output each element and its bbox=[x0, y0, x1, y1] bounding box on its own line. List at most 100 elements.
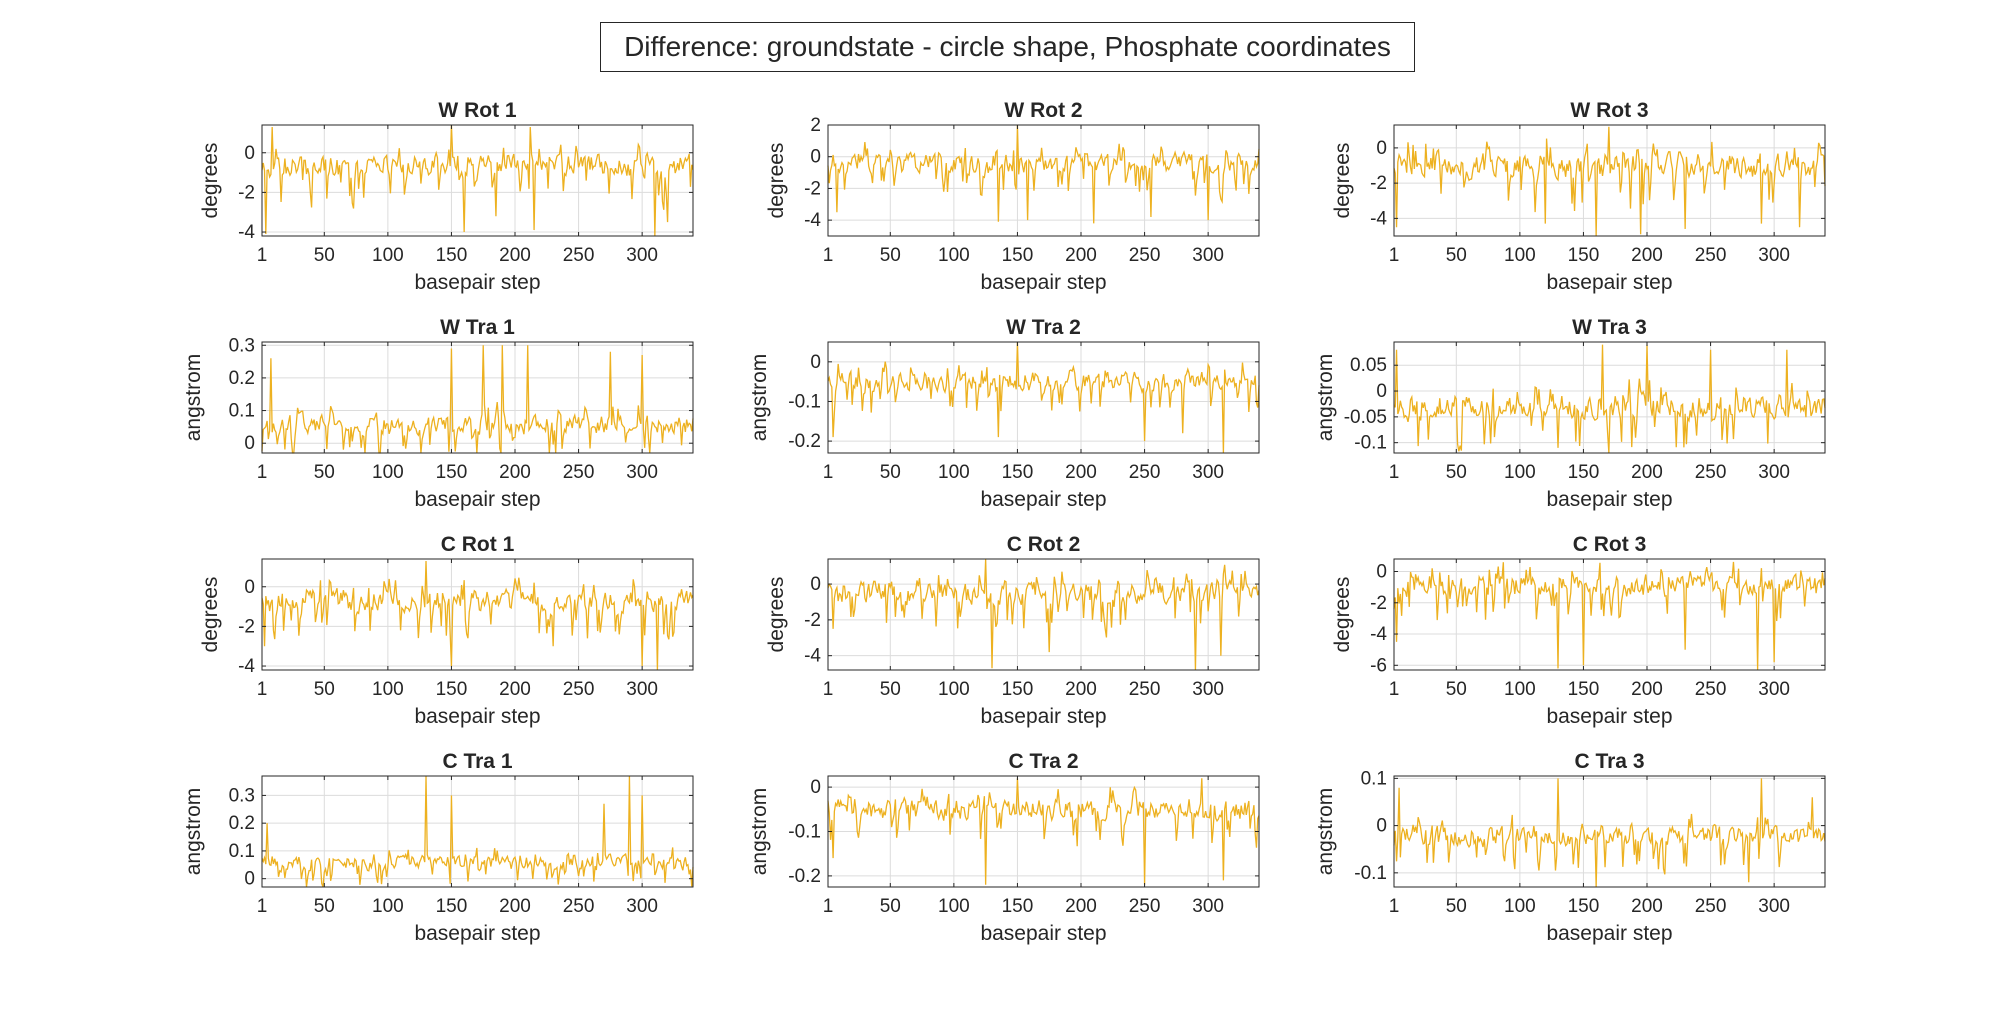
x-tick-label: 200 bbox=[1631, 245, 1663, 266]
x-tick-label: 150 bbox=[1568, 896, 1600, 917]
x-tick-label: 100 bbox=[938, 679, 970, 700]
plot-area bbox=[828, 342, 1259, 453]
y-axis-label: angstrom bbox=[1314, 788, 1337, 876]
axes-box bbox=[261, 124, 694, 237]
y-tick-label: -2 bbox=[1370, 173, 1387, 194]
subplot-title: C Rot 3 bbox=[1573, 533, 1647, 556]
x-tick-label: 100 bbox=[372, 462, 404, 483]
x-tick-label: 50 bbox=[1446, 462, 1467, 483]
x-tick-label: 1 bbox=[1389, 462, 1400, 483]
y-tick-label: 0.3 bbox=[229, 335, 255, 356]
y-axis-label: degrees bbox=[1331, 577, 1354, 653]
y-tick-label: 0.3 bbox=[229, 785, 255, 806]
x-tick-label: 50 bbox=[1446, 245, 1467, 266]
subplot-title: C Rot 1 bbox=[441, 533, 515, 556]
x-tick-label: 300 bbox=[626, 679, 658, 700]
x-tick-label: 300 bbox=[1758, 896, 1790, 917]
x-tick-label: 150 bbox=[1568, 462, 1600, 483]
subplot-title: C Rot 2 bbox=[1007, 533, 1081, 556]
x-tick-label: 100 bbox=[1504, 462, 1536, 483]
series-line bbox=[261, 775, 694, 888]
x-tick-label: 150 bbox=[1002, 679, 1034, 700]
x-tick-label: 300 bbox=[1758, 679, 1790, 700]
x-tick-label: 300 bbox=[626, 245, 658, 266]
plot-area bbox=[1394, 776, 1825, 887]
x-axis-label: basepair step bbox=[980, 271, 1106, 294]
x-axis-label: basepair step bbox=[414, 705, 540, 728]
series-line bbox=[827, 341, 1260, 454]
x-tick-label: 300 bbox=[1192, 245, 1224, 266]
y-axis-label: angstrom bbox=[1314, 354, 1337, 442]
x-tick-label: 200 bbox=[1631, 462, 1663, 483]
x-tick-label: 50 bbox=[880, 896, 901, 917]
y-tick-label: -0.05 bbox=[1344, 407, 1387, 428]
x-tick-label: 1 bbox=[257, 462, 268, 483]
y-axis-label: angstrom bbox=[182, 354, 205, 442]
series-line bbox=[827, 558, 1260, 671]
x-tick-label: 100 bbox=[1504, 245, 1536, 266]
series-line bbox=[827, 778, 1260, 885]
x-axis-label: basepair step bbox=[1546, 922, 1672, 945]
y-tick-label: 0 bbox=[244, 577, 255, 598]
axes-box bbox=[1393, 775, 1826, 888]
y-tick-label: 0.1 bbox=[1361, 768, 1387, 789]
x-tick-label: 1 bbox=[1389, 896, 1400, 917]
x-tick-label: 150 bbox=[436, 679, 468, 700]
y-tick-label: 0.1 bbox=[229, 401, 255, 422]
x-tick-label: 1 bbox=[1389, 245, 1400, 266]
y-tick-label: 0 bbox=[244, 433, 255, 454]
figure-suptitle: Difference: groundstate - circle shape, … bbox=[600, 22, 1415, 72]
x-axis-label: basepair step bbox=[980, 488, 1106, 511]
y-tick-label: 0 bbox=[1376, 816, 1387, 837]
y-tick-label: -4 bbox=[804, 646, 821, 667]
x-tick-label: 150 bbox=[1568, 245, 1600, 266]
x-tick-label: 250 bbox=[563, 679, 595, 700]
series-line bbox=[261, 345, 694, 454]
x-tick-label: 1 bbox=[257, 679, 268, 700]
subplot-title: C Tra 3 bbox=[1574, 750, 1644, 773]
y-tick-label: 0.1 bbox=[229, 841, 255, 862]
y-tick-label: 0.2 bbox=[229, 813, 255, 834]
axes-box bbox=[827, 124, 1260, 237]
x-tick-label: 200 bbox=[499, 245, 531, 266]
y-tick-label: -2 bbox=[1370, 593, 1387, 614]
x-tick-label: 200 bbox=[499, 896, 531, 917]
y-axis-label: angstrom bbox=[748, 788, 771, 876]
x-tick-label: 100 bbox=[938, 896, 970, 917]
subplot-title: W Rot 1 bbox=[438, 99, 516, 122]
y-tick-label: 0.2 bbox=[229, 368, 255, 389]
series-line bbox=[1393, 126, 1826, 237]
x-tick-label: 200 bbox=[1065, 245, 1097, 266]
x-tick-label: 250 bbox=[1695, 679, 1727, 700]
subplot-title: W Rot 2 bbox=[1004, 99, 1082, 122]
y-tick-label: 0 bbox=[810, 147, 821, 168]
subplot-title: W Tra 1 bbox=[440, 316, 515, 339]
plot-area bbox=[262, 125, 693, 236]
y-tick-label: -2 bbox=[804, 610, 821, 631]
x-tick-label: 200 bbox=[1065, 679, 1097, 700]
x-tick-label: 300 bbox=[1192, 896, 1224, 917]
x-tick-label: 1 bbox=[823, 679, 834, 700]
axes-box bbox=[261, 775, 694, 888]
x-tick-label: 150 bbox=[1002, 245, 1034, 266]
x-tick-label: 50 bbox=[314, 896, 335, 917]
x-tick-label: 150 bbox=[436, 896, 468, 917]
x-tick-label: 100 bbox=[1504, 679, 1536, 700]
x-tick-label: 250 bbox=[1129, 462, 1161, 483]
axes-box bbox=[1393, 124, 1826, 237]
x-tick-label: 300 bbox=[626, 462, 658, 483]
x-tick-label: 1 bbox=[823, 896, 834, 917]
x-tick-label: 300 bbox=[1758, 462, 1790, 483]
x-tick-label: 250 bbox=[563, 462, 595, 483]
x-tick-label: 1 bbox=[823, 245, 834, 266]
